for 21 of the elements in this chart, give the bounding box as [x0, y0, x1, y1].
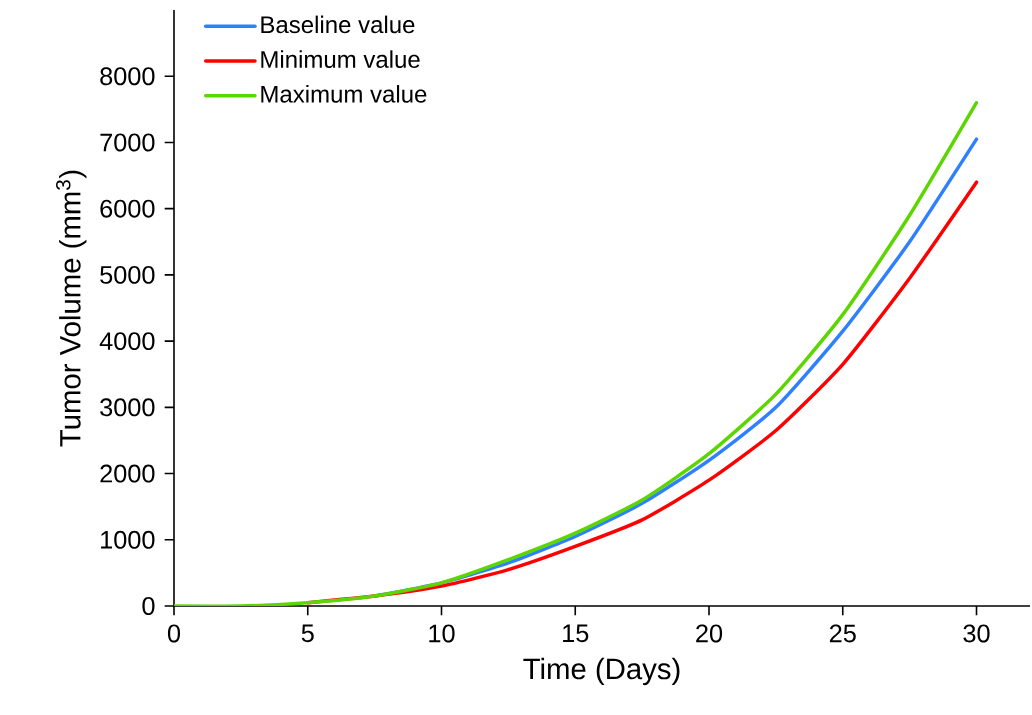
- x-tick-label: 25: [829, 624, 856, 643]
- x-axis-title: Time (Days): [523, 657, 680, 686]
- legend-label: Minimum value: [261, 50, 420, 68]
- legend-label: Baseline value: [261, 15, 415, 34]
- x-tick-label: 10: [429, 624, 455, 643]
- x-tick-label: 15: [563, 624, 589, 643]
- y-tick-label: 1000: [101, 530, 155, 549]
- y-tick-label: 6000: [100, 199, 155, 218]
- y-tick-label: 2000: [100, 464, 155, 483]
- x-tick-label: 0: [167, 624, 181, 643]
- y-tick-label: 0: [142, 597, 155, 615]
- y-tick-label: 3000: [100, 398, 155, 417]
- x-tick-label: 20: [696, 624, 723, 643]
- y-tick-label: 7000: [100, 133, 155, 152]
- x-tick-label: 30: [963, 624, 990, 643]
- legend-label: Maximum value: [261, 85, 427, 103]
- x-tick-label: 5: [301, 624, 314, 643]
- y-axis-title: Tumor Volume (mm$^{3}$): [55, 170, 87, 447]
- y-tick-label: 8000: [100, 67, 155, 86]
- y-tick-label: 5000: [100, 265, 155, 284]
- y-tick-label: 4000: [99, 332, 155, 351]
